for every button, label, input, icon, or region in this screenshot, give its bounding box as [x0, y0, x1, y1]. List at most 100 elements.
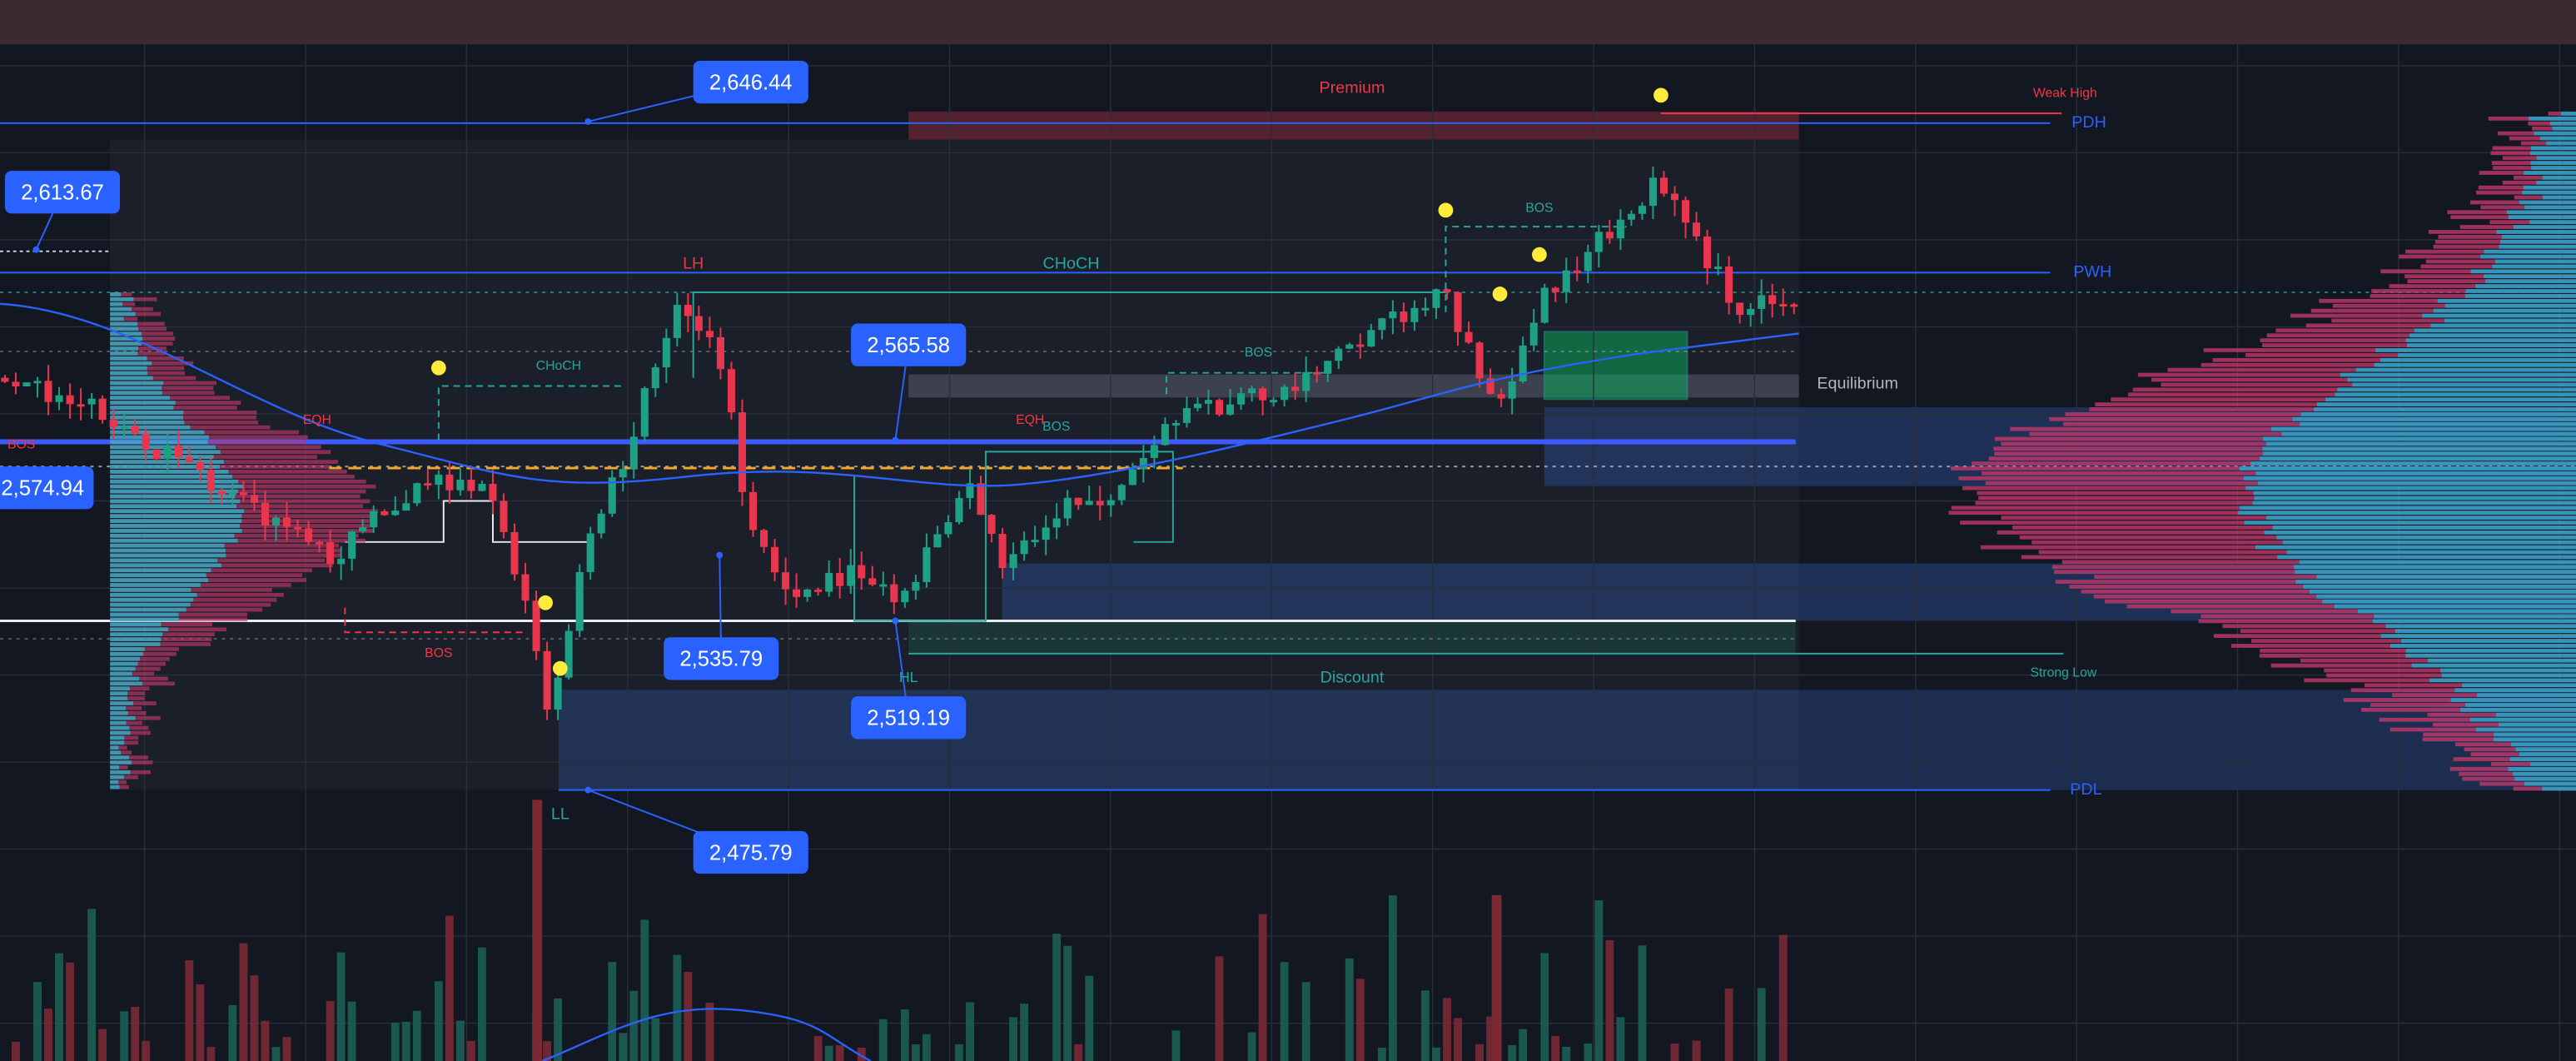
profile-bar-buy: [2543, 195, 2576, 200]
candle-body: [1324, 361, 1332, 374]
candle-body: [316, 541, 324, 545]
price-label-box: [693, 830, 808, 874]
volume-bar: [196, 984, 205, 1061]
volume-bar: [1692, 1040, 1701, 1061]
top-band: [0, 0, 2576, 45]
profile-bar-buy: [2499, 244, 2576, 249]
profile-bar-buy: [2337, 387, 2576, 392]
profile-bar-buy: [110, 425, 191, 430]
profile-bar-buy: [110, 331, 142, 336]
volume-bar: [206, 1047, 216, 1061]
volume-bar: [1074, 1044, 1083, 1061]
candle-body: [1519, 345, 1527, 381]
volume-bar: [532, 799, 543, 1061]
profile-bar-buy: [2244, 521, 2576, 525]
candle-body: [1052, 518, 1061, 528]
profile-bar-buy: [110, 750, 122, 755]
candle-body: [748, 491, 758, 530]
candle-body: [87, 398, 96, 405]
candle-body: [977, 483, 985, 516]
profile-bar-buy: [2355, 367, 2576, 372]
candle-body: [445, 474, 454, 491]
candle-body: [673, 305, 681, 338]
volume-bar: [1280, 962, 1289, 1061]
candle-body: [1421, 307, 1430, 311]
candle-body: [1313, 371, 1321, 375]
candle-body: [1475, 342, 1484, 379]
volume-bar: [250, 975, 259, 1061]
signal-dot: [1532, 247, 1547, 262]
candle-body: [532, 600, 540, 651]
candle-body: [217, 491, 226, 495]
profile-bar-buy: [2239, 466, 2576, 471]
structure-line: [853, 451, 1174, 622]
profile-bar-buy: [2530, 161, 2576, 166]
profile-bar-buy: [2286, 550, 2576, 555]
profile-bar-buy: [110, 533, 235, 538]
annotation: BOS: [1245, 346, 1272, 360]
profile-bar-buy: [2295, 570, 2576, 575]
candle-body: [684, 305, 692, 316]
candle-body: [521, 574, 530, 601]
candle-body: [1693, 222, 1701, 237]
volume-bar: [1454, 1018, 1462, 1061]
volume-bar: [1258, 914, 1267, 1061]
profile-bar-buy: [110, 361, 152, 366]
profile-bar-buy: [2530, 762, 2576, 766]
profile-bar-buy: [2276, 535, 2576, 540]
candle-body: [1736, 302, 1744, 316]
volume-bar: [1388, 895, 1397, 1061]
profile-bar-buy: [2524, 781, 2576, 786]
profile-bar-buy: [110, 524, 241, 528]
profile-bar-buy: [110, 356, 147, 361]
volume-bar: [33, 982, 42, 1061]
profile-bar-buy: [2499, 722, 2576, 727]
candle-body: [1020, 540, 1028, 555]
volume-bar: [1616, 1017, 1625, 1061]
candle-body: [1389, 311, 1397, 319]
volume-bar: [120, 1011, 129, 1061]
profile-bar-buy: [2480, 254, 2576, 259]
profile-bar-buy: [2409, 333, 2576, 338]
profile-bar-buy: [2314, 407, 2576, 411]
candle-body: [1562, 270, 1570, 292]
profile-bar-buy: [2254, 496, 2576, 501]
profile-bar-buy: [2372, 619, 2576, 624]
profile-bar-buy: [110, 617, 179, 622]
premium-zone: [908, 112, 1799, 140]
profile-bar-buy: [110, 760, 132, 765]
profile-bar-buy: [110, 509, 245, 514]
candle-body: [239, 491, 247, 496]
volume-bar: [1063, 945, 1072, 1061]
profile-bar-buy: [2464, 294, 2576, 298]
profile-bar-buy: [110, 529, 242, 533]
profile-bar-buy: [2281, 431, 2576, 436]
profile-bar-buy: [110, 514, 242, 519]
profile-bar-buy: [110, 351, 138, 356]
profile-bar-buy: [2509, 757, 2576, 761]
profile-bar-buy: [2427, 658, 2576, 663]
profile-bar-buy: [110, 661, 138, 666]
profile-bar-buy: [2335, 392, 2576, 397]
volume-bar: [1508, 1044, 1517, 1061]
price-label-box: [693, 60, 808, 104]
profile-bar-buy: [2484, 249, 2576, 254]
volume-bar: [478, 947, 486, 1061]
candle-body: [391, 511, 400, 516]
candle-body: [500, 501, 508, 532]
profile-bar-buy: [2422, 313, 2576, 318]
candle-body: [727, 369, 736, 413]
volume-bar: [44, 1009, 52, 1061]
profile-bar-buy: [2524, 205, 2576, 210]
profile-bar-buy: [110, 411, 184, 415]
profile-bar-buy: [2390, 644, 2576, 648]
candle-body: [1779, 304, 1788, 307]
profile-bar-buy: [110, 592, 197, 597]
profile-bar-buy: [110, 706, 127, 710]
volume-bar: [401, 1021, 410, 1061]
profile-bar-buy: [110, 578, 209, 582]
profile-bar-buy: [2499, 239, 2576, 244]
profile-bar-buy: [2529, 220, 2576, 224]
profile-bar-buy: [2400, 639, 2576, 643]
